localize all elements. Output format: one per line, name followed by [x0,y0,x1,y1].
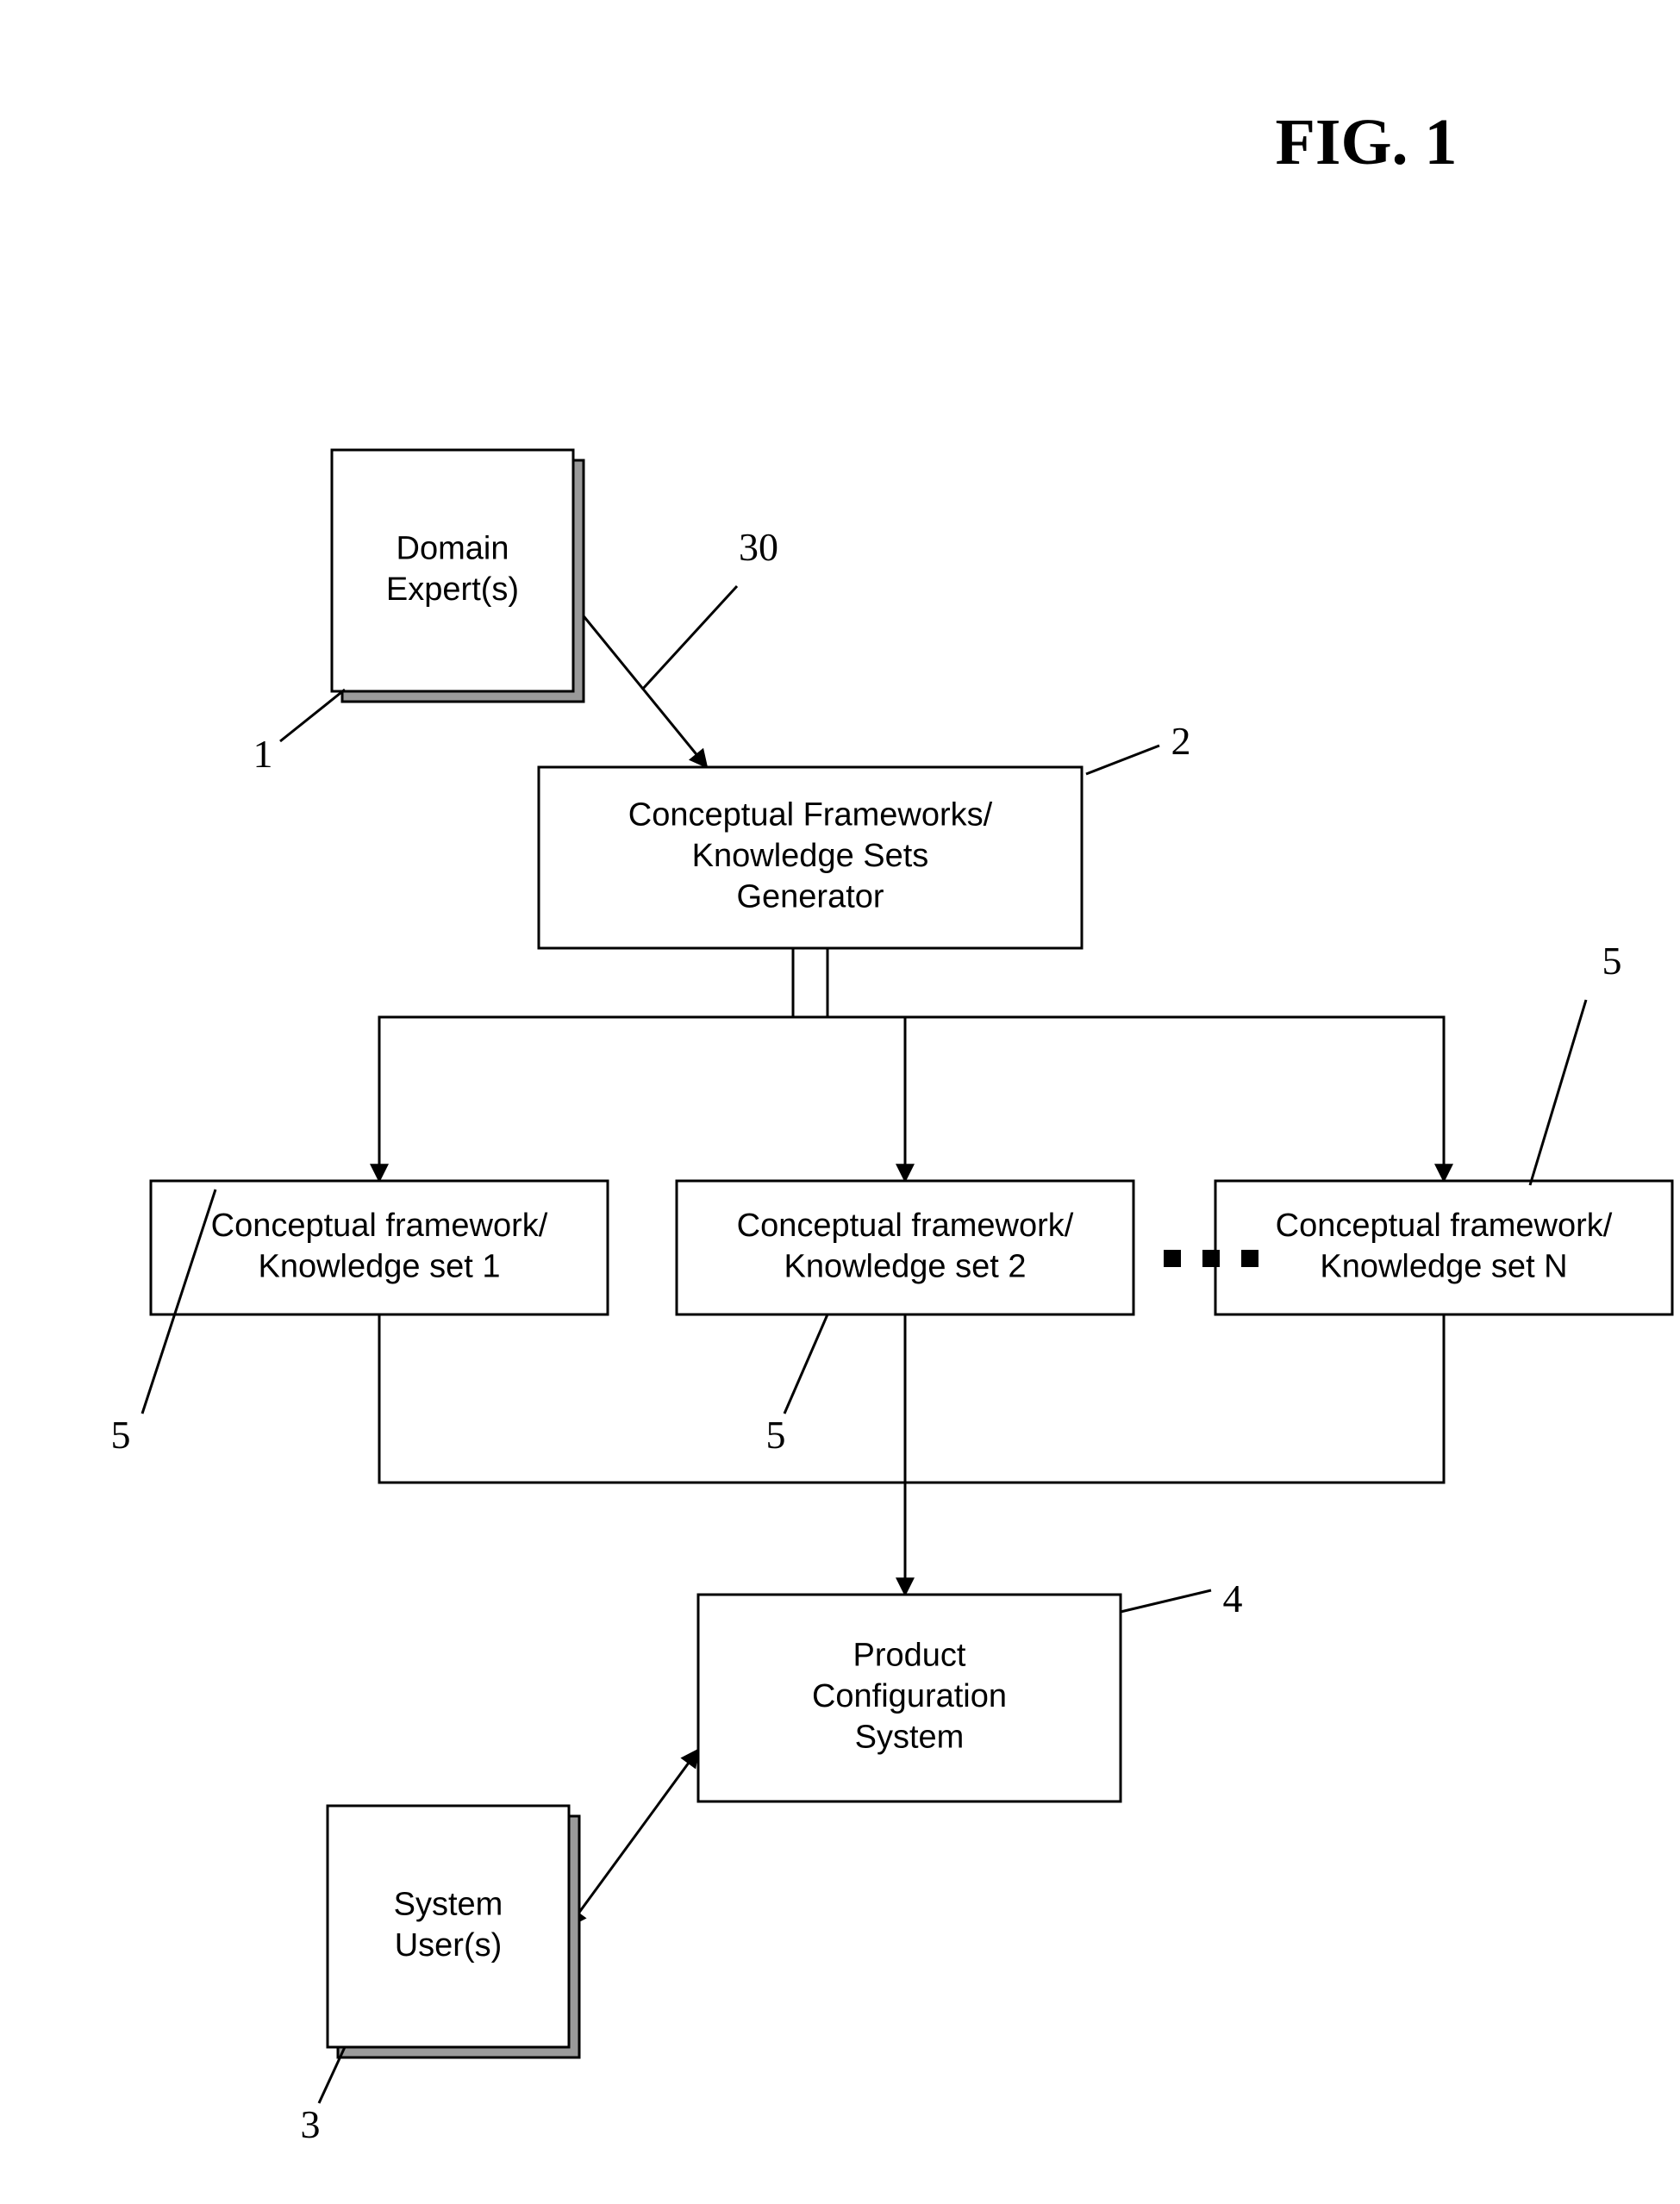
ref-leader [280,690,345,741]
ref-label: 5 [1602,939,1622,983]
node-text: Conceptual framework/ [737,1208,1074,1244]
node-text: Knowledge set 2 [784,1248,1027,1284]
ellipsis-dot [1241,1250,1258,1267]
node-text: Knowledge set N [1320,1248,1567,1284]
ref-label: 5 [111,1413,131,1457]
node-text: Generator [736,879,884,915]
ref-leader [1086,746,1159,774]
edge [573,603,707,767]
node-text: Conceptual Frameworks/ [628,797,993,834]
node-text: Domain [397,530,509,566]
ref-leader [1121,1590,1211,1612]
node-text: System [855,1720,965,1756]
edge [379,1017,810,1181]
edge [569,1750,698,1926]
ellipsis-dot [1164,1250,1181,1267]
node-text: Conceptual framework/ [211,1208,548,1244]
ellipsis-dot [1202,1250,1220,1267]
ref-leader [319,2047,345,2103]
node-text: Product [853,1638,966,1674]
node-text: Configuration [812,1678,1007,1714]
ref-leader [1530,1000,1586,1185]
ref-label: 4 [1223,1577,1243,1620]
ref-label: 30 [739,525,778,569]
edge [810,1017,905,1181]
ref-label: 3 [301,2102,321,2146]
node-text: Conceptual framework/ [1276,1208,1613,1244]
ref-label: 5 [766,1413,786,1457]
node-text: Knowledge set 1 [259,1248,501,1284]
figure-diagram: FIG. 1 30 Domain Expert(s) 1 Conceptual Frame… [0,0,1680,2204]
edge [379,1314,905,1595]
node-text: Knowledge Sets [692,838,929,874]
nodes: Domain Expert(s) 1 Conceptual Frameworks/Kn… [111,450,1673,2146]
ref-label: 1 [253,732,273,776]
node-text: Expert(s) [386,571,519,608]
figure-title: FIG. 1 [1275,106,1457,178]
ref-leader [784,1314,828,1414]
edge [905,1314,1444,1483]
edge [793,948,828,1017]
ref-label: 2 [1171,719,1191,763]
node-text: System [394,1886,503,1922]
node-text: User(s) [395,1927,503,1964]
